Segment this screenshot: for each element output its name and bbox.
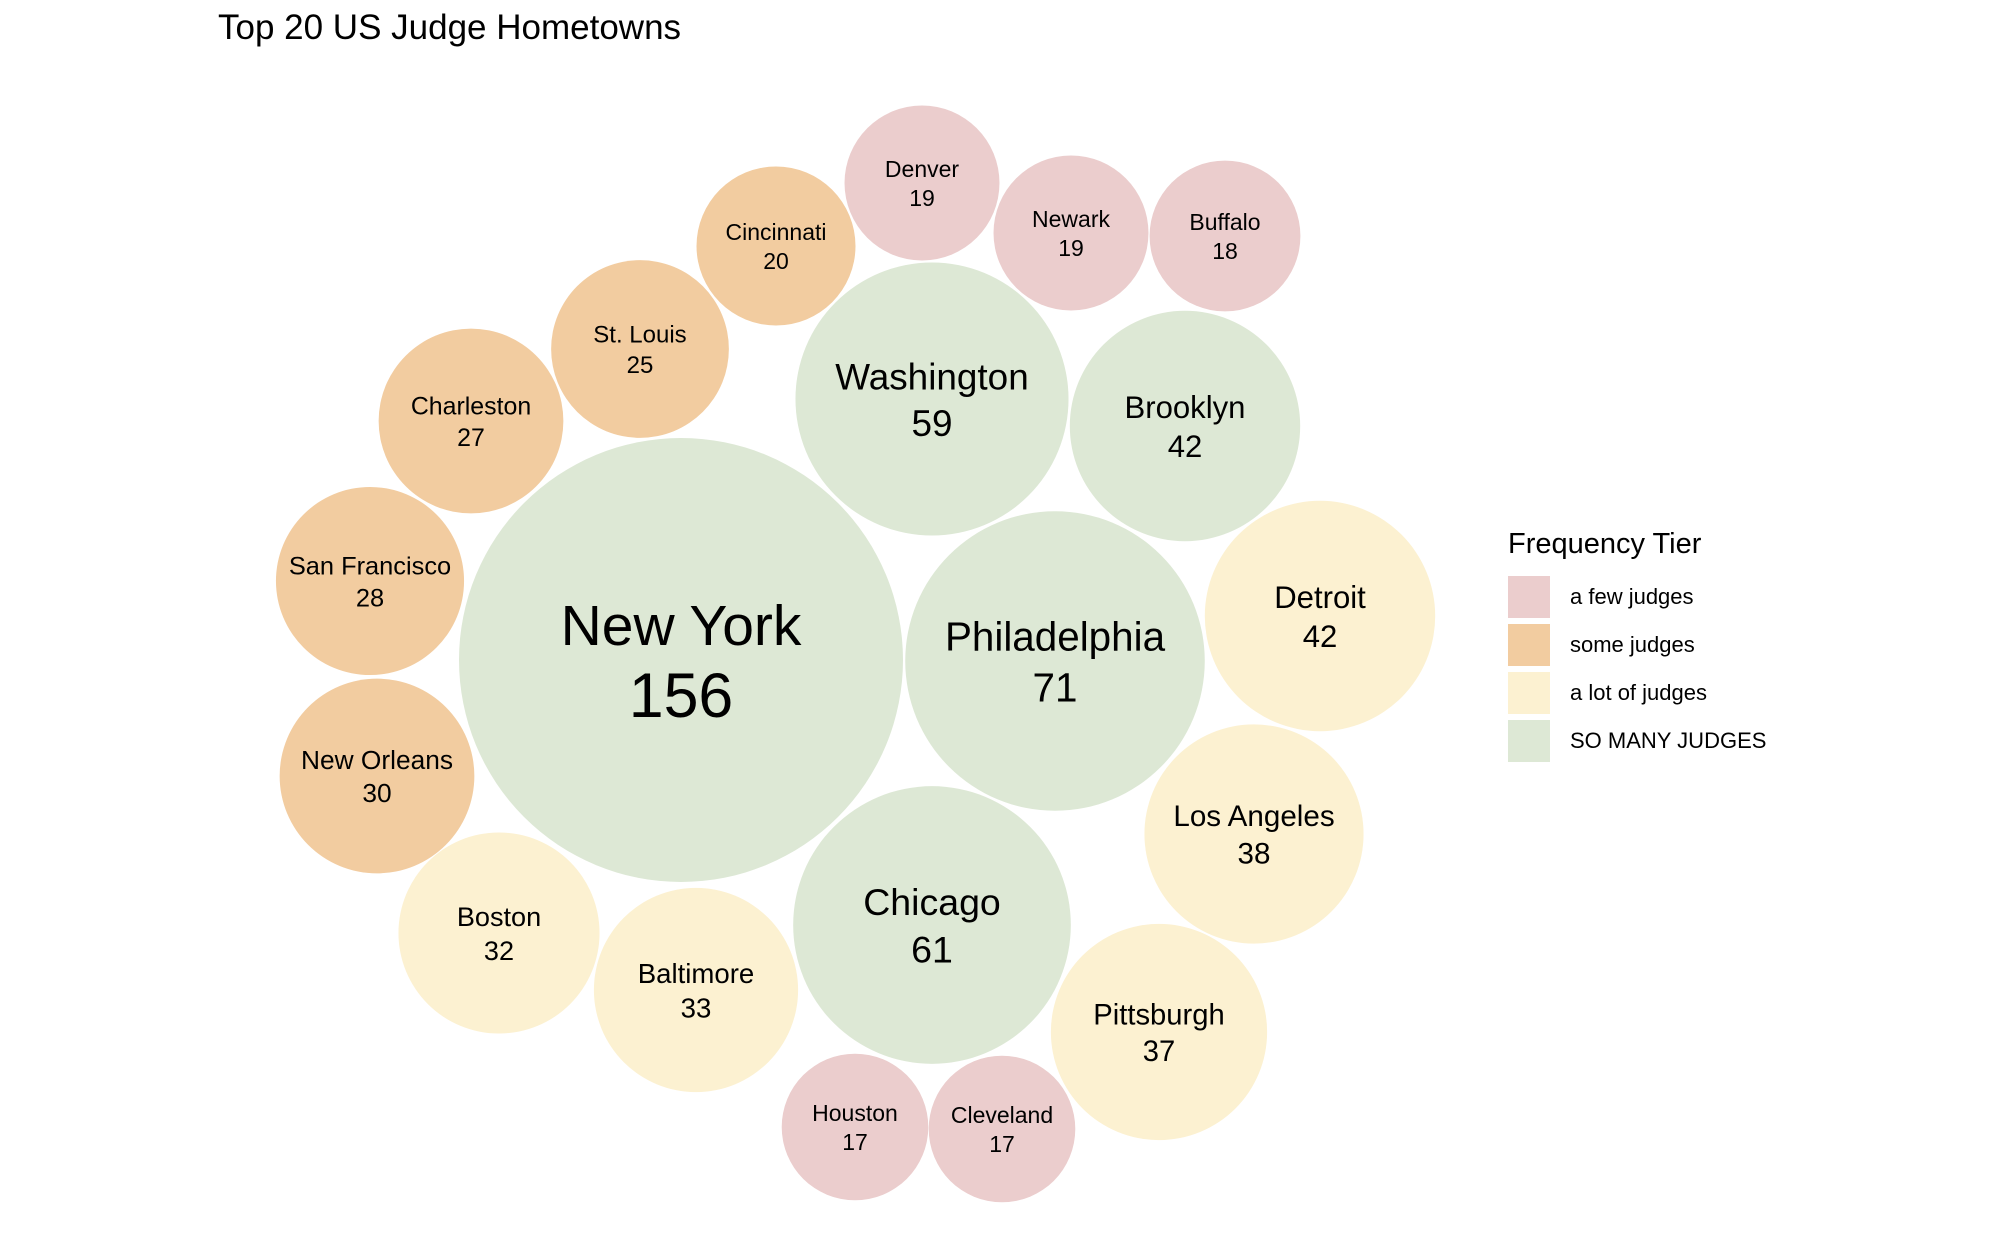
bubble-value-label: 19 [1058,235,1084,261]
legend-label: some judges [1570,632,1695,657]
legend-swatch [1508,624,1550,666]
bubble-value-label: 28 [356,584,384,612]
bubble-circle [398,832,600,1034]
bubble-city-label: St. Louis [593,322,686,349]
bubble-circle [993,155,1149,311]
bubble-value-label: 25 [627,352,654,379]
legend-item-some-judges: some judges [1508,621,1766,669]
bubble-charleston: Charleston 27 [378,328,564,514]
bubble-city-label: Brooklyn [1125,390,1246,425]
bubble-circle [905,511,1205,811]
bubble-city-label: Philadelphia [945,613,1166,659]
bubble-philadelphia: Philadelphia 71 [905,511,1205,811]
bubble-value-label: 30 [362,778,391,808]
bubble-value-label: 32 [484,935,514,966]
bubble-circle [378,328,564,514]
bubble-cincinnati: Cincinnati 20 [696,166,856,326]
bubble-value-label: 20 [763,248,789,274]
bubble-circle [696,166,856,326]
bubble-san-francisco: San Francisco 28 [275,486,465,676]
bubble-denver: Denver 19 [844,105,1000,261]
bubble-value-label: 18 [1212,238,1238,264]
legend-swatch [1508,672,1550,714]
bubble-value-label: 17 [989,1131,1015,1157]
bubble-value-label: 61 [911,928,953,970]
bubble-circle [275,486,465,676]
bubble-circle [593,887,799,1093]
bubble-circle [781,1053,929,1201]
bubble-circle [1149,160,1301,312]
bubble-value-label: 71 [1033,664,1078,710]
bubble-value-label: 17 [842,1129,868,1155]
bubble-value-label: 156 [629,661,734,731]
bubble-value-label: 42 [1168,429,1203,464]
legend-item-a-few-judges: a few judges [1508,573,1766,621]
bubble-circle [1069,310,1301,542]
legend: Frequency Tier a few judges some judges … [1508,528,1766,765]
bubble-value-label: 19 [909,185,935,211]
bubble-city-label: New York [561,594,802,658]
legend-item-so-many-judges: SO MANY JUDGES [1508,717,1766,765]
legend-item-a-lot-of-judges: a lot of judges [1508,669,1766,717]
bubble-circle [279,678,475,874]
legend-label: SO MANY JUDGES [1570,728,1767,753]
legend-title: Frequency Tier [1508,528,1702,560]
bubble-value-label: 33 [681,992,712,1023]
bubble-value-label: 38 [1238,838,1271,871]
bubble-detroit: Detroit 42 [1204,500,1436,732]
bubble-circle [551,260,729,438]
legend-swatch [1508,576,1550,618]
bubble-city-label: Denver [885,156,959,182]
bubble-city-label: Baltimore [638,958,755,989]
legend-swatch [1508,720,1550,762]
bubble-circle [1050,923,1268,1141]
bubble-circle [844,105,1000,261]
bubble-buffalo: Buffalo 18 [1149,160,1301,312]
bubble-city-label: Cincinnati [726,219,827,245]
bubble-city-label: Houston [812,1100,898,1126]
bubble-circle [459,438,903,882]
bubble-circle [793,786,1071,1064]
bubble-brooklyn: Brooklyn 42 [1069,310,1301,542]
bubble-st-louis: St. Louis 25 [551,260,729,438]
bubble-cleveland: Cleveland 17 [928,1055,1076,1203]
bubble-circle [1204,500,1436,732]
bubble-washington: Washington 59 [795,262,1069,536]
bubble-value-label: 37 [1143,1036,1175,1068]
legend-label: a few judges [1570,584,1694,609]
bubble-chicago: Chicago 61 [793,786,1071,1064]
bubble-value-label: 42 [1303,619,1338,654]
bubble-circle [1144,724,1364,944]
bubble-value-label: 59 [911,403,952,444]
bubble-city-label: Detroit [1274,580,1366,615]
bubble-city-label: Washington [835,356,1028,397]
bubble-city-label: Newark [1032,206,1110,232]
bubble-houston: Houston 17 [781,1053,929,1201]
bubble-city-label: Boston [457,901,541,932]
bubble-city-label: Buffalo [1189,209,1260,235]
bubble-circle [795,262,1069,536]
bubble-city-label: Chicago [863,881,1001,923]
bubble-city-label: Pittsburgh [1093,999,1224,1031]
bubble-city-label: Charleston [411,392,531,420]
legend-label: a lot of judges [1570,680,1707,705]
chart-title: Top 20 US Judge Hometowns [218,8,682,47]
bubble-city-label: Cleveland [951,1102,1053,1128]
bubble-city-label: San Francisco [289,552,451,580]
bubble-pittsburgh: Pittsburgh 37 [1050,923,1268,1141]
bubble-value-label: 27 [457,424,485,452]
bubble-circle [928,1055,1076,1203]
bubble-city-label: New Orleans [301,745,453,775]
bubble-newark: Newark 19 [993,155,1149,311]
bubble-city-label: Los Angeles [1173,800,1334,833]
bubble-los-angeles: Los Angeles 38 [1144,724,1364,944]
